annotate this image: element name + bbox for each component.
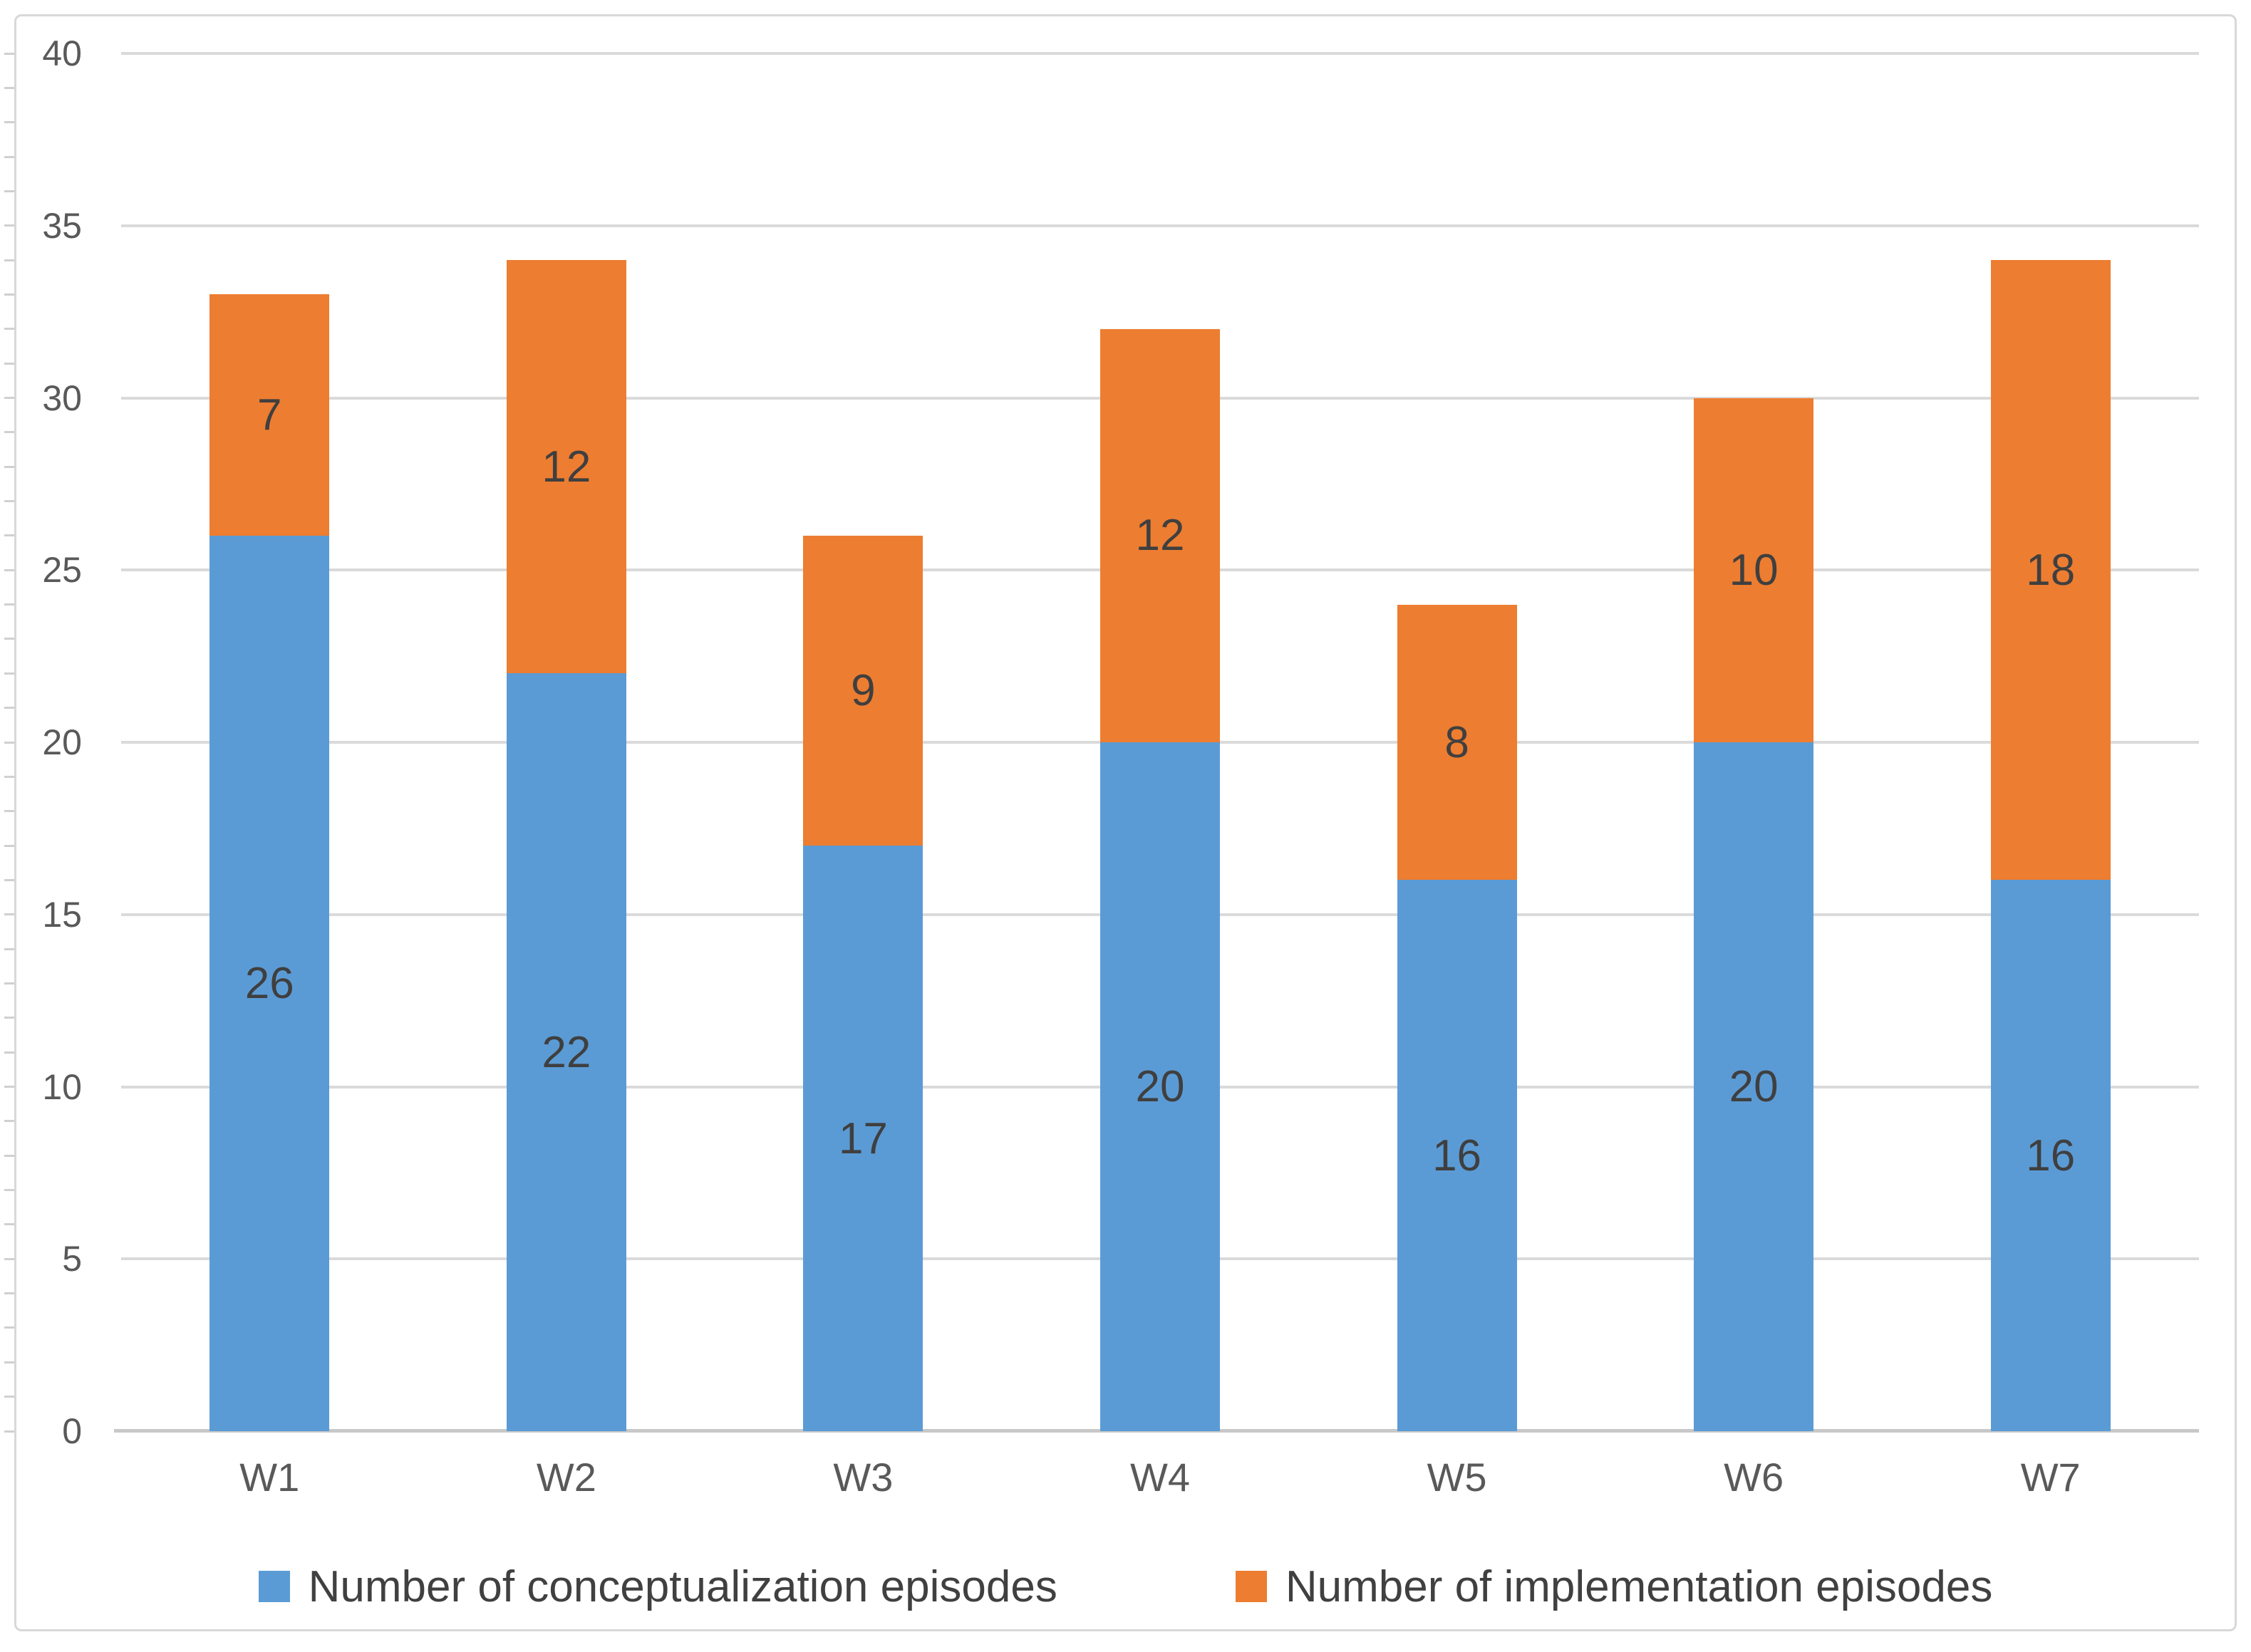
y-axis-minor-tick — [4, 1326, 14, 1329]
y-axis-minor-tick — [4, 878, 14, 881]
bar-segment-conceptualization-W2: 22 — [506, 673, 626, 1431]
legend-item-conceptualization: Number of conceptualization episodes — [258, 1562, 1057, 1612]
y-axis-minor-tick — [4, 1120, 14, 1123]
bar-segment-implementation-W3: 9 — [803, 535, 923, 846]
y-axis-minor-tick — [4, 672, 14, 675]
legend-item-implementation: Number of implementation episodes — [1235, 1562, 1993, 1612]
y-axis-minor-tick — [4, 568, 14, 571]
bar-data-label: 26 — [244, 958, 294, 1008]
legend-label-implementation: Number of implementation episodes — [1285, 1562, 1993, 1611]
y-axis-minor-tick — [4, 1051, 14, 1054]
x-axis-labels: W1 W2 W3 W4 W5 W6 W7 — [121, 1453, 2199, 1502]
y-axis-minor-tick — [4, 603, 14, 606]
gridline — [121, 224, 2199, 227]
y-tick-label: 40 — [42, 33, 82, 73]
bar-segment-conceptualization-W4: 20 — [1100, 742, 1220, 1431]
bar-data-label: 12 — [542, 442, 591, 492]
bar-segment-conceptualization-W1: 26 — [209, 535, 330, 1431]
y-axis-minor-tick — [4, 1396, 14, 1398]
y-axis-minor-tick — [4, 775, 14, 778]
bar-data-label: 18 — [2026, 545, 2076, 595]
bar-data-label: 9 — [851, 665, 876, 715]
y-axis-minor-tick — [4, 810, 14, 813]
x-tick-label-W4: W4 — [1129, 1455, 1190, 1500]
y-axis-minor-tick — [4, 397, 14, 399]
x-tick-label-W5: W5 — [1427, 1455, 1487, 1500]
y-axis-minor-tick — [4, 465, 14, 468]
bar-segment-implementation-W4: 12 — [1100, 328, 1220, 742]
y-axis-minor-tick — [4, 328, 14, 331]
y-tick-label: 10 — [42, 1066, 82, 1107]
y-tick-label: 35 — [42, 205, 82, 246]
y-axis-minor-tick — [4, 741, 14, 744]
bar-segment-implementation-W1: 7 — [209, 294, 330, 536]
y-axis-minor-tick — [4, 86, 14, 89]
y-axis-minor-tick — [4, 1086, 14, 1088]
y-tick-label: 0 — [62, 1411, 82, 1451]
y-tick-label: 30 — [42, 378, 82, 418]
y-axis-minor-tick — [4, 431, 14, 434]
bar-segment-implementation-W5: 8 — [1397, 604, 1517, 880]
y-axis-minor-tick — [4, 913, 14, 916]
bar-segment-conceptualization-W7: 16 — [1990, 880, 2111, 1431]
bar-segment-implementation-W6: 10 — [1694, 398, 1814, 742]
bar-segment-implementation-W7: 18 — [1990, 260, 2111, 880]
x-tick-label-W1: W1 — [239, 1455, 300, 1500]
legend-label-conceptualization: Number of conceptualization episodes — [308, 1562, 1057, 1611]
bar-data-label: 16 — [2026, 1131, 2076, 1180]
x-tick-label-W6: W6 — [1724, 1455, 1784, 1500]
y-axis-minor-tick — [4, 293, 14, 296]
bar-segment-conceptualization-W5: 16 — [1397, 880, 1517, 1431]
y-tick-label: 20 — [42, 722, 82, 762]
y-axis-minor-tick — [4, 947, 14, 950]
y-axis-minor-tick — [4, 982, 14, 985]
y-axis-minor-tick — [4, 1257, 14, 1260]
bar-segment-conceptualization-W6: 20 — [1694, 742, 1814, 1431]
y-axis-minor-tick — [4, 638, 14, 640]
y-axis-minor-tick — [4, 707, 14, 710]
y-axis-minor-tick — [4, 1154, 14, 1157]
legend: Number of conceptualization episodes Num… — [16, 1561, 2235, 1612]
bar-data-label: 20 — [1729, 1062, 1779, 1111]
bar-data-label: 8 — [1444, 717, 1469, 767]
y-axis-minor-tick — [4, 189, 14, 192]
bar-data-label: 10 — [1729, 545, 1779, 595]
y-axis-minor-tick — [4, 259, 14, 261]
y-tick-label: 15 — [42, 894, 82, 935]
y-axis-minor-tick — [4, 1361, 14, 1363]
x-tick-label-W2: W2 — [536, 1455, 596, 1500]
bar-segment-conceptualization-W3: 17 — [803, 846, 923, 1431]
bar-data-label: 16 — [1432, 1131, 1482, 1180]
y-axis-minor-tick — [4, 52, 14, 55]
bar-data-label: 20 — [1135, 1062, 1185, 1111]
gridline — [121, 52, 2199, 55]
bar-data-label: 7 — [257, 390, 282, 440]
y-axis-minor-tick — [4, 224, 14, 227]
x-tick-label-W7: W7 — [2020, 1455, 2081, 1500]
x-tick-label-W3: W3 — [833, 1455, 894, 1500]
chart-frame: 0 5 10 15 20 25 30 35 40 26 7 22 12 17 9 20 12 16 8 20 10 16… — [4, 14, 2237, 1631]
y-axis-minor-tick — [4, 1430, 14, 1433]
bar-data-label: 22 — [542, 1027, 591, 1077]
y-tick-label: 5 — [62, 1239, 82, 1279]
bar-segment-implementation-W2: 12 — [506, 260, 626, 674]
y-axis-minor-tick — [4, 1292, 14, 1295]
y-axis-minor-tick — [4, 1223, 14, 1226]
y-axis-minor-tick — [4, 362, 14, 365]
y-tick-label: 25 — [42, 550, 82, 591]
y-axis-minor-tick — [4, 844, 14, 847]
y-axis-minor-tick — [4, 534, 14, 537]
legend-swatch-implementation-icon — [1235, 1571, 1267, 1602]
y-axis-minor-tick — [4, 1017, 14, 1019]
y-axis-minor-tick — [4, 121, 14, 124]
y-axis-minor-tick — [4, 1189, 14, 1192]
bar-data-label: 17 — [838, 1113, 888, 1163]
plot-area: 26 7 22 12 17 9 20 12 16 8 20 10 16 18 — [114, 52, 2199, 1433]
legend-swatch-conceptualization-icon — [258, 1571, 290, 1602]
y-axis-minor-tick — [4, 500, 14, 503]
y-axis-minor-tick — [4, 155, 14, 158]
bar-data-label: 12 — [1135, 511, 1185, 561]
